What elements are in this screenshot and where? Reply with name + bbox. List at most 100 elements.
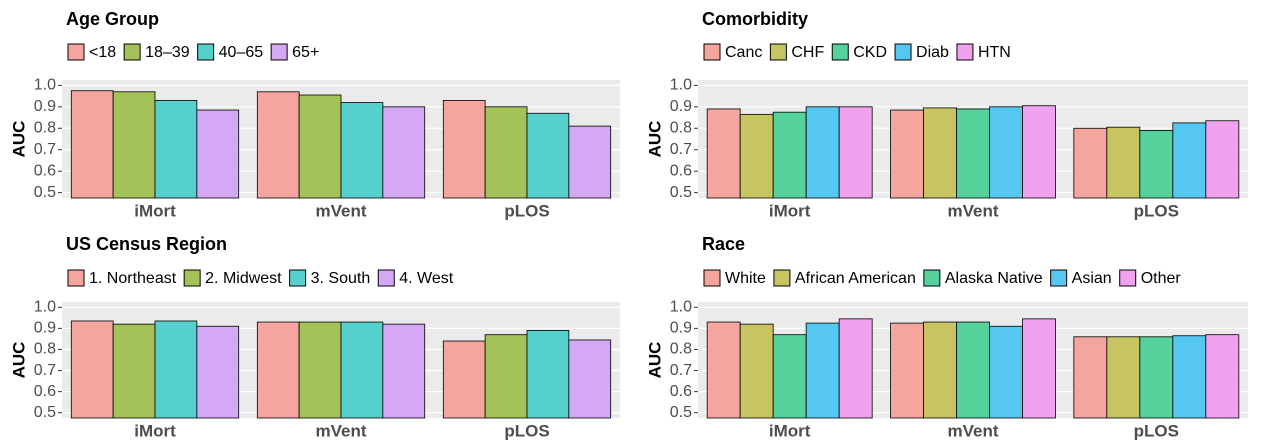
panel-title: US Census Region xyxy=(66,234,227,254)
bar xyxy=(112,91,156,199)
y-axis-label: AUC xyxy=(9,121,28,158)
y-tick-label: 0.5 xyxy=(34,404,56,421)
y-tick-label: 1.0 xyxy=(670,77,692,94)
y-tick-label: 0.7 xyxy=(670,362,692,379)
bar xyxy=(805,322,840,419)
y-tick-label: 0.9 xyxy=(670,98,692,115)
y-tick-label: 0.8 xyxy=(670,119,692,136)
legend-swatch xyxy=(123,43,141,61)
bar xyxy=(154,320,198,419)
legend-swatch xyxy=(769,43,787,61)
bar xyxy=(1205,334,1240,419)
legend-swatch xyxy=(831,43,849,61)
legend-swatch xyxy=(923,269,941,287)
x-tick-label: iMort xyxy=(769,201,811,220)
x-tick-label: iMort xyxy=(134,421,176,440)
bar xyxy=(298,94,342,199)
bar xyxy=(340,321,384,419)
legend-swatch xyxy=(270,43,288,61)
bar xyxy=(70,90,114,199)
x-tick-label: iMort xyxy=(134,201,176,220)
x-tick-label: mVent xyxy=(947,421,998,440)
bar xyxy=(526,330,570,419)
y-tick-label: 0.7 xyxy=(34,362,56,379)
legend-label: CKD xyxy=(853,44,887,61)
bar xyxy=(70,320,114,419)
y-tick-label: 0.8 xyxy=(670,341,692,358)
y-tick-label: 0.7 xyxy=(670,141,692,158)
bar xyxy=(1172,335,1207,419)
bar xyxy=(382,106,426,199)
bar xyxy=(1022,105,1056,199)
legend-swatch xyxy=(773,269,791,287)
bar xyxy=(890,109,924,199)
bar xyxy=(526,112,570,199)
y-axis-label: AUC xyxy=(645,121,664,158)
bar xyxy=(256,321,300,419)
legend-label: 1. Northeast xyxy=(89,270,177,287)
legend-swatch xyxy=(377,269,395,287)
bar xyxy=(989,106,1023,199)
bar xyxy=(1139,336,1174,419)
x-tick-label: mVent xyxy=(315,201,366,220)
panel-title: Comorbidity xyxy=(702,9,808,29)
y-axis-label: AUC xyxy=(9,342,28,379)
x-tick-label: pLOS xyxy=(504,421,549,440)
legend-swatch xyxy=(894,43,912,61)
legend-swatch xyxy=(183,269,201,287)
x-tick-label: pLOS xyxy=(1134,201,1179,220)
legend-label: 4. West xyxy=(399,270,454,287)
legend-swatch xyxy=(956,43,974,61)
legend-label: Alaska Native xyxy=(945,270,1043,287)
bar xyxy=(196,325,240,419)
y-tick-label: 0.5 xyxy=(670,404,692,421)
legend-label: CHF xyxy=(791,44,824,61)
bar xyxy=(805,106,840,199)
y-tick-label: 0.6 xyxy=(670,162,692,179)
bar xyxy=(1022,318,1056,419)
bar xyxy=(1139,130,1174,199)
y-tick-label: 0.9 xyxy=(34,98,56,115)
legend-label: 3. South xyxy=(311,270,371,287)
legend-swatch xyxy=(703,269,721,287)
y-tick-label: 0.5 xyxy=(34,184,56,201)
x-tick-label: mVent xyxy=(947,201,998,220)
bar xyxy=(298,321,342,419)
bar xyxy=(382,323,426,419)
bar xyxy=(1106,336,1141,419)
bar xyxy=(989,325,1023,419)
x-tick-label: mVent xyxy=(315,421,366,440)
y-tick-label: 1.0 xyxy=(670,298,692,315)
bar xyxy=(923,321,957,419)
x-tick-label: iMort xyxy=(769,421,811,440)
bar xyxy=(838,318,873,419)
bar xyxy=(739,323,774,419)
legend-label: 18–39 xyxy=(145,44,190,61)
bar xyxy=(484,334,528,419)
bar xyxy=(442,340,486,419)
y-tick-label: 0.5 xyxy=(670,184,692,201)
bar xyxy=(442,99,486,199)
bar xyxy=(568,125,612,199)
legend-label: 2. Midwest xyxy=(205,270,282,287)
y-tick-label: 0.6 xyxy=(34,383,56,400)
bar xyxy=(772,111,807,199)
legend-swatch xyxy=(703,43,721,61)
bar xyxy=(739,113,774,199)
y-tick-label: 0.6 xyxy=(34,162,56,179)
bar xyxy=(340,102,384,199)
y-axis-label: AUC xyxy=(645,342,664,379)
legend-swatch xyxy=(1050,269,1068,287)
bar xyxy=(1205,120,1240,199)
legend-label: HTN xyxy=(978,44,1011,61)
bar xyxy=(1106,126,1141,199)
bar xyxy=(112,323,156,419)
legend-swatch xyxy=(1119,269,1137,287)
bar xyxy=(706,321,741,419)
bar xyxy=(956,108,990,199)
bar xyxy=(706,108,741,199)
legend-label: <18 xyxy=(89,44,116,61)
legend-label: African American xyxy=(795,270,916,287)
panel-title: Age Group xyxy=(66,9,159,29)
